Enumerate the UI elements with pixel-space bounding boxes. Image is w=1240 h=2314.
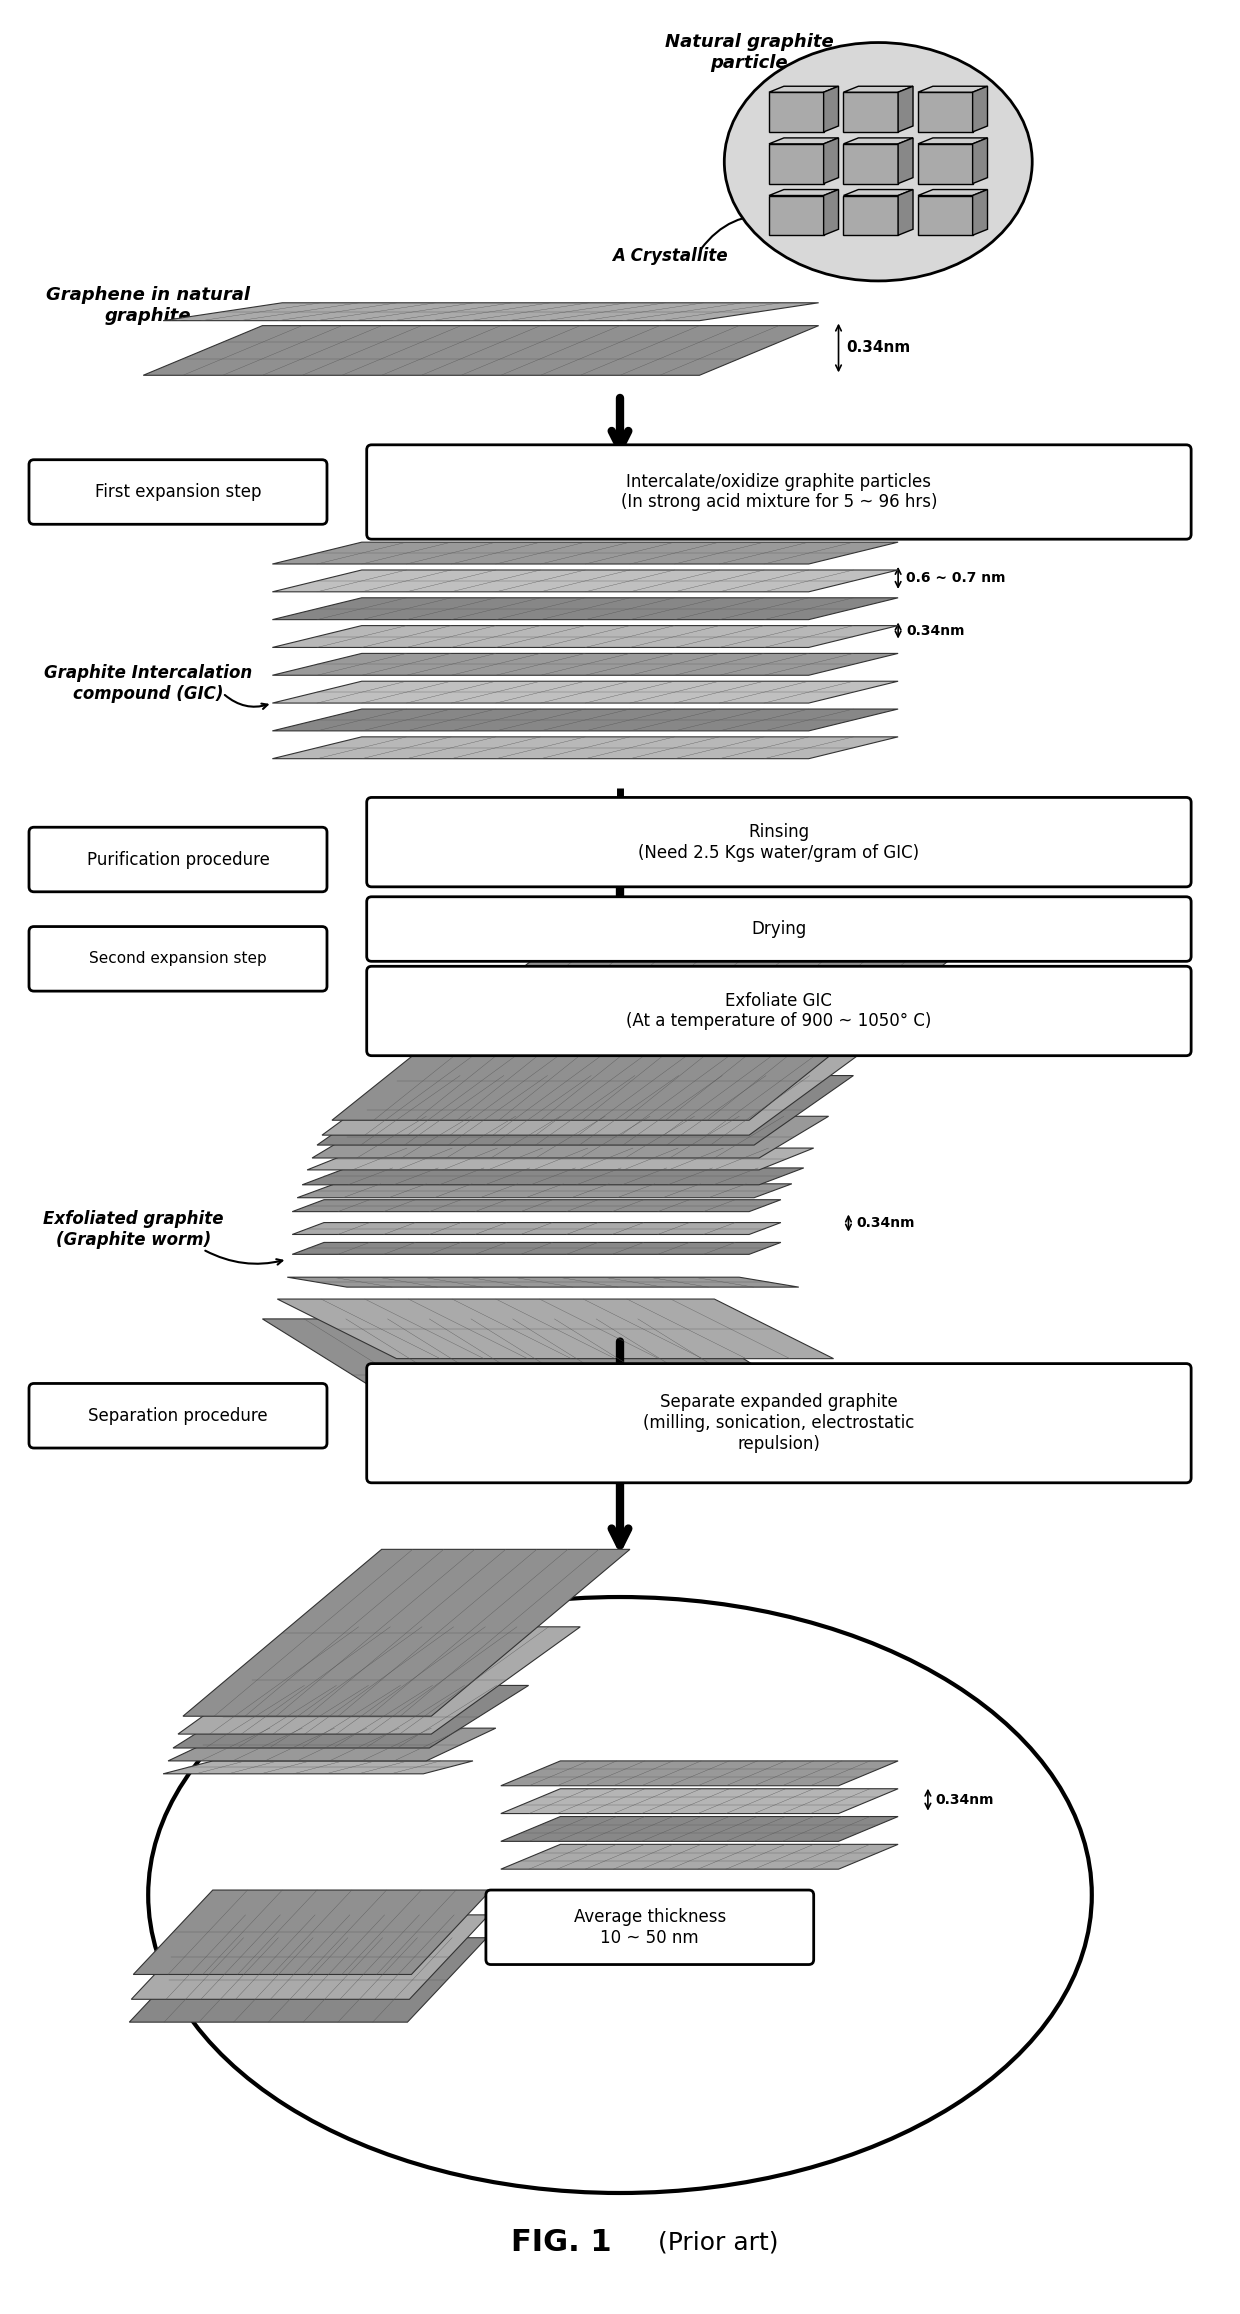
Polygon shape: [308, 1148, 813, 1171]
Text: Separation procedure: Separation procedure: [88, 1407, 268, 1425]
Polygon shape: [179, 1627, 580, 1733]
Text: 0.34nm: 0.34nm: [936, 1793, 994, 1807]
Polygon shape: [332, 960, 947, 1120]
Polygon shape: [169, 1729, 496, 1761]
Polygon shape: [843, 86, 913, 93]
Polygon shape: [843, 139, 913, 143]
Polygon shape: [898, 190, 913, 236]
Polygon shape: [273, 708, 898, 731]
Polygon shape: [144, 326, 818, 375]
FancyBboxPatch shape: [29, 1384, 327, 1449]
Polygon shape: [769, 139, 838, 143]
Polygon shape: [918, 93, 972, 132]
Polygon shape: [769, 190, 838, 194]
Polygon shape: [293, 1243, 781, 1254]
FancyBboxPatch shape: [367, 1363, 1192, 1483]
Polygon shape: [972, 139, 987, 183]
FancyBboxPatch shape: [29, 826, 327, 891]
Polygon shape: [918, 86, 987, 93]
Polygon shape: [843, 190, 913, 194]
Polygon shape: [501, 1816, 898, 1842]
Polygon shape: [972, 86, 987, 132]
Polygon shape: [918, 143, 972, 183]
Text: Natural graphite
particle: Natural graphite particle: [665, 32, 833, 72]
Text: 0.34nm: 0.34nm: [847, 340, 910, 356]
Polygon shape: [843, 93, 898, 132]
Polygon shape: [501, 1789, 898, 1814]
Polygon shape: [769, 194, 823, 236]
Polygon shape: [843, 194, 898, 236]
Polygon shape: [133, 1891, 491, 1974]
Text: Separate expanded graphite
(milling, sonication, electrostatic
repulsion): Separate expanded graphite (milling, son…: [644, 1393, 915, 1453]
Text: 0.34nm: 0.34nm: [906, 622, 965, 639]
Polygon shape: [769, 93, 823, 132]
FancyBboxPatch shape: [29, 926, 327, 990]
Text: Intercalate/oxidize graphite particles
(In strong acid mixture for 5 ~ 96 hrs): Intercalate/oxidize graphite particles (…: [621, 472, 937, 511]
Polygon shape: [918, 194, 972, 236]
Ellipse shape: [149, 1597, 1091, 2194]
Polygon shape: [293, 1222, 781, 1233]
Polygon shape: [273, 625, 898, 648]
Polygon shape: [303, 1169, 804, 1185]
Polygon shape: [273, 569, 898, 592]
Polygon shape: [129, 1937, 487, 2022]
Polygon shape: [322, 1025, 898, 1136]
Polygon shape: [164, 303, 818, 322]
Polygon shape: [164, 1761, 472, 1775]
Polygon shape: [769, 86, 838, 93]
Polygon shape: [501, 1761, 898, 1786]
Text: (Prior art): (Prior art): [650, 2231, 779, 2254]
FancyBboxPatch shape: [367, 798, 1192, 886]
Polygon shape: [898, 139, 913, 183]
Polygon shape: [273, 541, 898, 565]
Text: A Crystallite: A Crystallite: [611, 248, 728, 266]
Polygon shape: [769, 143, 823, 183]
Polygon shape: [273, 680, 898, 703]
Polygon shape: [288, 1277, 799, 1287]
Polygon shape: [293, 1199, 781, 1213]
Text: Exfoliate GIC
(At a temperature of 900 ~ 1050° C): Exfoliate GIC (At a temperature of 900 ~…: [626, 993, 931, 1030]
Polygon shape: [823, 190, 838, 236]
Text: First expansion step: First expansion step: [94, 484, 262, 502]
Ellipse shape: [724, 42, 1032, 280]
FancyBboxPatch shape: [367, 898, 1192, 960]
Text: Second expansion step: Second expansion step: [89, 951, 267, 967]
Polygon shape: [972, 190, 987, 236]
Polygon shape: [918, 139, 987, 143]
FancyBboxPatch shape: [367, 444, 1192, 539]
Polygon shape: [843, 143, 898, 183]
Text: 0.34nm: 0.34nm: [857, 1217, 915, 1231]
Polygon shape: [278, 1298, 833, 1358]
Polygon shape: [823, 86, 838, 132]
Text: Average thickness
10 ~ 50 nm: Average thickness 10 ~ 50 nm: [574, 1907, 725, 1946]
Polygon shape: [273, 597, 898, 620]
Polygon shape: [273, 653, 898, 676]
Polygon shape: [273, 736, 898, 759]
Polygon shape: [263, 1319, 858, 1430]
Text: Drying: Drying: [751, 921, 806, 937]
Text: Graphene in natural
graphite: Graphene in natural graphite: [46, 287, 250, 326]
Text: Graphite Intercalation
compound (GIC): Graphite Intercalation compound (GIC): [45, 664, 252, 703]
Text: Rinsing
(Need 2.5 Kgs water/gram of GIC): Rinsing (Need 2.5 Kgs water/gram of GIC): [639, 824, 920, 861]
FancyBboxPatch shape: [486, 1891, 813, 1965]
Polygon shape: [317, 1076, 853, 1145]
Text: Exfoliated graphite
(Graphite worm): Exfoliated graphite (Graphite worm): [43, 1210, 223, 1250]
Polygon shape: [131, 1916, 489, 1999]
Text: 0.6 ~ 0.7 nm: 0.6 ~ 0.7 nm: [906, 572, 1006, 585]
FancyBboxPatch shape: [29, 460, 327, 525]
Polygon shape: [298, 1185, 792, 1199]
Text: Purification procedure: Purification procedure: [87, 852, 269, 868]
Polygon shape: [312, 1115, 828, 1157]
FancyBboxPatch shape: [367, 967, 1192, 1055]
Polygon shape: [184, 1550, 630, 1717]
Text: FIG. 1: FIG. 1: [511, 2228, 611, 2256]
Polygon shape: [501, 1844, 898, 1870]
Polygon shape: [174, 1685, 528, 1747]
Polygon shape: [823, 139, 838, 183]
Polygon shape: [918, 190, 987, 194]
Polygon shape: [898, 86, 913, 132]
